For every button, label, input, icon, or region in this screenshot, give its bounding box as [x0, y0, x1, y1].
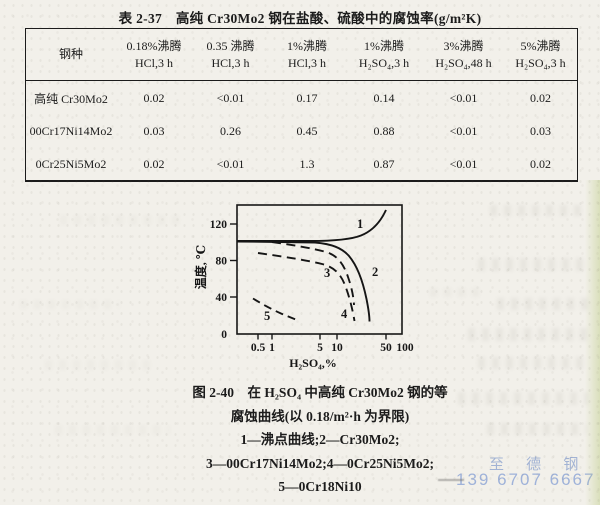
bleedthrough-text-artifact [478, 258, 590, 271]
bleedthrough-text-artifact [490, 205, 585, 216]
bleedthrough-text-artifact [55, 425, 170, 435]
y-axis-label: 温度, ℃ [193, 245, 208, 289]
header-line2: H₂SO₄,3 h [358, 55, 410, 70]
bleedthrough-text-artifact [487, 423, 587, 435]
caption-line-3: 1—沸点曲线;2—Cr30Mo2; [240, 432, 400, 447]
header-line2: H₂SO₄,3 h [515, 55, 566, 70]
x-tick-label: 10 [331, 342, 343, 354]
page-edge-tint [585, 180, 600, 505]
caption-line-2: 腐蚀曲线(以 0.18/m²·h 为界限) [230, 408, 410, 424]
curve-label-1: 1 [357, 217, 363, 231]
bleedthrough-text-artifact [458, 392, 588, 405]
curve-3-00cr17ni14mo2 [271, 241, 355, 306]
row1-value: <0.01 [216, 90, 245, 105]
bleedthrough-text-artifact [478, 357, 590, 369]
column-header-1: 0.18%沸腾 HCl,3 h [116, 29, 192, 81]
header-line2: HCl,3 h [287, 55, 326, 70]
bleedthrough-text-artifact [497, 298, 589, 310]
row3-value: <0.01 [449, 156, 478, 171]
row3-value: <0.01 [216, 156, 245, 171]
y-tick-label: 80 [216, 256, 228, 268]
row3-value: 0.87 [373, 156, 395, 171]
column-header-4: 1%沸腾 H₂SO₄,3 h [345, 29, 423, 81]
curve-2-cr30mo2 [236, 240, 371, 322]
header-line1: 1%沸腾 [287, 38, 327, 53]
row3-value: 0.02 [530, 156, 551, 171]
curve-label-5: 5 [264, 309, 270, 323]
row3-steel-name: 0Cr25Ni5Mo2 [35, 156, 107, 171]
header-line1: 1%沸腾 [364, 38, 404, 53]
row2-steel-name: 00Cr17Ni14Mo2 [29, 124, 113, 138]
curve-1-boiling-point [237, 209, 387, 242]
watermark-company-name: 至 德 钢 业 [489, 456, 600, 473]
x-tick-label: 1 [269, 342, 275, 354]
row2-value: 0.26 [220, 124, 241, 138]
row2-value: 0.88 [373, 124, 395, 138]
curve-label-4: 4 [341, 307, 348, 321]
x-tick-label: 5 [317, 342, 323, 354]
column-header-6: 5%沸腾 H₂SO₄,3 h [504, 29, 577, 81]
row2-value: 0.03 [143, 124, 165, 138]
header-line2: HCl,3 h [134, 55, 173, 70]
figure-caption: 图 2-40 在 H₂SO₄ 中高纯 Cr30Mo2 钢的等 腐蚀曲线(以 0.… [80, 381, 560, 499]
column-header-steel: 钢种 [26, 29, 116, 81]
header-label: 钢种 [58, 47, 83, 61]
corrosion-rate-table: 钢种 0.18%沸腾 HCl,3 h 0.35 沸腾 HCl,3 h 1%沸腾 … [25, 28, 578, 182]
curve-4-0cr25ni5mo2 [257, 252, 356, 322]
column-header-5: 3%沸腾 H₂SO₄,48 h [423, 29, 504, 81]
bleedthrough-text-artifact [45, 360, 155, 370]
caption-line-1: 图 2-40 在 H₂SO₄ 中高纯 Cr30Mo2 钢的等 [192, 385, 448, 400]
corrosion-curve-chart: 120 80 40 0 0.5 1 5 10 50 100 H₂SO₄,% 温度… [193, 204, 414, 370]
row1-value: 0.14 [373, 90, 395, 105]
header-line1: 0.18%沸腾 [126, 38, 182, 53]
y-tick-label: 0 [221, 329, 227, 341]
pen-mark-artifact [438, 479, 464, 481]
row2-value: 0.45 [296, 124, 318, 138]
row1-value: <0.01 [449, 90, 478, 105]
bleedthrough-text-artifact [20, 300, 120, 309]
x-tick-label: 50 [380, 342, 392, 354]
bleedthrough-text-artifact [60, 215, 180, 225]
curve-5-0cr18ni10 [252, 297, 298, 321]
row1-value: 0.02 [143, 90, 165, 105]
header-line1: 3%沸腾 [443, 38, 484, 53]
header-line2: HCl,3 h [211, 55, 250, 70]
curve-label-2: 2 [372, 265, 378, 279]
column-header-2: 0.35 沸腾 HCl,3 h [192, 29, 269, 81]
y-tick-label: 40 [216, 292, 228, 304]
row3-value: 0.02 [143, 156, 165, 171]
column-header-3: 1%沸腾 HCl,3 h [269, 29, 345, 81]
row1-value: 0.17 [296, 90, 318, 105]
watermark-phone-number: 139 6707 6667 [456, 470, 596, 489]
header-line1: 0.35 沸腾 [206, 38, 255, 53]
row1-value: 0.02 [530, 90, 551, 105]
x-tick-label: 100 [396, 342, 414, 354]
bleedthrough-text-artifact [430, 288, 485, 297]
x-axis-label: H₂SO₄,% [289, 356, 337, 370]
caption-line-5: 5—0Cr18Ni10 [278, 479, 362, 494]
y-tick-label: 120 [210, 219, 228, 231]
header-line2: H₂SO₄,48 h [435, 55, 492, 70]
row2-value: 0.03 [530, 124, 551, 138]
x-tick-label: 0.5 [251, 342, 266, 354]
bleedthrough-text-artifact [468, 328, 590, 341]
row2-value: <0.01 [449, 124, 478, 138]
caption-line-4: 3—00Cr17Ni14Mo2;4—0Cr25Ni5Mo2; [206, 455, 434, 471]
row3-value: 1.3 [299, 156, 315, 171]
table-title: 表 2-37 高纯 Cr30Mo2 钢在盐酸、硫酸中的腐蚀率(g/m²K) [118, 11, 482, 26]
row1-steel-name: 高纯 Cr30Mo2 [34, 91, 108, 106]
header-line1: 5%沸腾 [520, 38, 561, 53]
curve-label-3: 3 [324, 266, 330, 280]
